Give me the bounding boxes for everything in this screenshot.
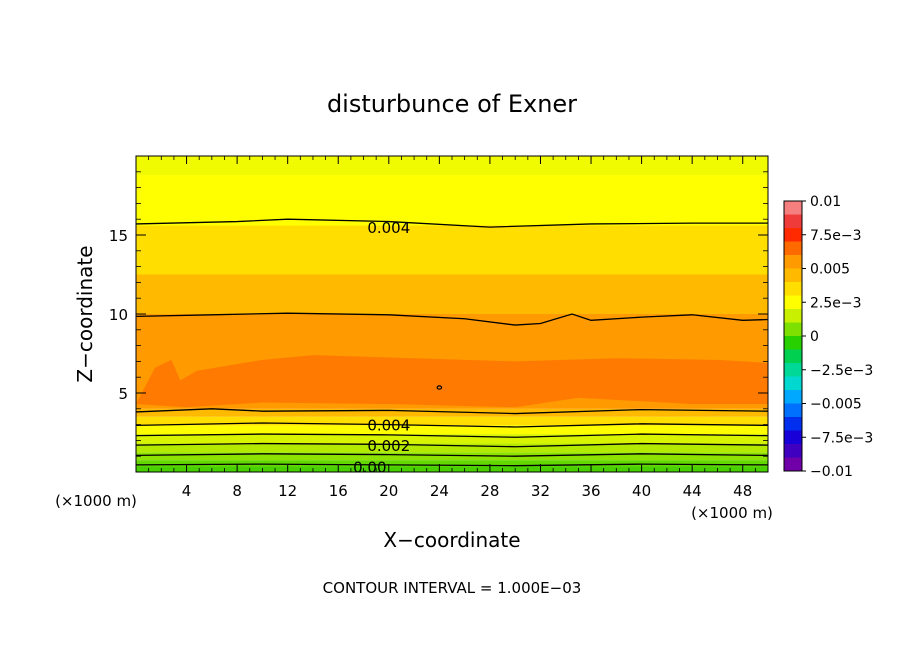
x-tick-label: 16 xyxy=(329,482,348,500)
contour-band-11 xyxy=(136,174,768,226)
contour-line-0.004-upper xyxy=(135,218,768,228)
contour-band-10 xyxy=(136,225,768,275)
colorbar-tick-label: 7.5e−3 xyxy=(810,228,862,244)
colorbar-swatch xyxy=(784,457,802,472)
x-tick-label: 4 xyxy=(182,482,192,500)
colorbar-tick-label: 2.5e−3 xyxy=(810,295,862,311)
colorbar-tick-label: −0.01 xyxy=(810,464,853,480)
x-tick-label: 28 xyxy=(480,482,499,500)
colorbar-swatch xyxy=(784,282,802,296)
x-tick-label: 12 xyxy=(278,482,297,500)
x-axis-ticks: 4 8 12 16 20 24 28 32 36 40 44 48 xyxy=(148,156,756,500)
colorbar-swatch xyxy=(784,322,802,337)
contour-label-0: 0.004 xyxy=(367,219,410,237)
x-axis-label: X−coordinate xyxy=(383,528,520,552)
colorbar-swatch xyxy=(784,228,802,242)
x-unit-left: (×1000 m) xyxy=(55,492,137,510)
x-tick-label: 48 xyxy=(733,482,752,500)
contour-band-9 xyxy=(136,274,768,314)
colorbar-swatch xyxy=(784,268,802,283)
y-tick-label: 15 xyxy=(109,227,128,245)
contour-line-0.005-upper xyxy=(135,312,769,326)
colorbar-swatch xyxy=(784,390,802,404)
x-tick-label: 40 xyxy=(632,482,651,500)
y-axis-ticks: 5 10 15 xyxy=(109,171,768,457)
colorbar-swatch xyxy=(784,309,802,323)
contour-band-4 xyxy=(136,434,768,444)
contour-core-max xyxy=(136,355,768,408)
contour-line-0.005-lower xyxy=(135,408,769,415)
colorbar-swatch xyxy=(784,255,802,269)
contour-band-2 xyxy=(136,452,768,461)
contour-band-3 xyxy=(136,443,768,453)
contour-band-6 xyxy=(136,416,768,426)
colorbar-swatch xyxy=(784,417,802,431)
colorbar-tick-label: 0 xyxy=(810,329,819,345)
x-tick-label: 32 xyxy=(531,482,550,500)
colorbar-swatch xyxy=(784,349,802,364)
colorbar-swatch xyxy=(784,214,802,229)
y-tick-label: 10 xyxy=(109,306,128,324)
x-tick-label: 20 xyxy=(379,482,398,500)
x-unit-right: (×1000 m) xyxy=(691,504,773,522)
chart-title: disturbunce of Exner xyxy=(327,90,577,118)
contour-label-3: 0.00 xyxy=(353,458,386,476)
colorbar-swatch xyxy=(784,336,802,350)
contour-band-5 xyxy=(136,425,768,435)
colorbar-swatch xyxy=(784,403,802,418)
contour-line-0.001 xyxy=(135,453,769,457)
colorbar-swatch xyxy=(784,295,802,310)
x-tick-label: 8 xyxy=(232,482,242,500)
contour-label-2: 0.002 xyxy=(367,437,410,455)
contour-line-0.002 xyxy=(135,442,769,448)
colorbar-swatch xyxy=(784,201,802,215)
y-tick-label: 5 xyxy=(118,385,128,403)
contour-label-1: 0.004 xyxy=(367,417,410,435)
contour-interval-footer: CONTOUR INTERVAL = 1.000E−03 xyxy=(323,579,582,597)
colorbar-swatch xyxy=(784,376,802,391)
colorbar-swatch xyxy=(784,363,802,377)
colorbar-tick-label: −7.5e−3 xyxy=(810,430,873,446)
contour-band-7 xyxy=(136,408,768,417)
colorbar-swatch xyxy=(784,444,802,458)
x-tick-label: 44 xyxy=(683,482,702,500)
colorbar: 0.01 7.5e−3 0.005 2.5e−3 0 −2.5e−3 −0.005 −7.5e… xyxy=(783,194,873,480)
x-tick-label: 24 xyxy=(430,482,449,500)
colorbar-swatch xyxy=(784,430,802,445)
filled-contour-area xyxy=(136,156,768,472)
contour-point-marker xyxy=(436,385,443,390)
colorbar-swatch xyxy=(784,241,802,256)
contour-line-0.004-lower xyxy=(135,422,769,428)
colorbar-tick-label: −2.5e−3 xyxy=(810,363,873,379)
x-tick-label: 36 xyxy=(581,482,600,500)
colorbar-tick-label: 0.01 xyxy=(810,194,841,210)
y-axis-label: Z−coordinate xyxy=(73,245,97,382)
contour-band-1 xyxy=(136,460,768,467)
colorbar-tick-label: −0.005 xyxy=(810,397,862,413)
contour-lines xyxy=(135,218,769,467)
contour-band-12 xyxy=(136,156,768,175)
contour-line-0.000 xyxy=(135,463,769,467)
contour-line-0.003 xyxy=(135,433,769,438)
colorbar-tick-label: 0.005 xyxy=(810,262,850,278)
